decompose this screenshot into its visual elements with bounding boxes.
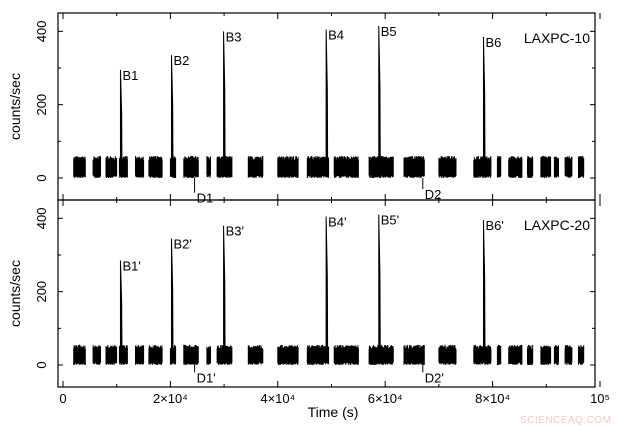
y-axis-label: counts/sec [7, 260, 23, 327]
x-tick-label: 6×10⁴ [368, 391, 403, 406]
dip-label: D2' [425, 370, 444, 385]
burst-peak [119, 260, 123, 351]
plot-frame [57, 199, 596, 388]
burst-label: B2' [173, 237, 191, 252]
burst-peak [170, 55, 174, 164]
y-tick-label: 0 [34, 361, 49, 368]
light-curve-data [73, 156, 585, 178]
detector-label: LAXPC-10 [524, 30, 590, 46]
panel-laxpc-10: 0 200 400 counts/sec B1 B2 B3 B4 B5 B6 D1 D2 LAXPC-1… [7, 12, 601, 206]
burst-peak [482, 220, 486, 351]
y-tick-label: 400 [34, 207, 49, 229]
burst-peak [325, 216, 329, 351]
panel-laxpc-20: 0 200 400 counts/sec B1' B2' B3' B4' B5' B6' D1' D2… [7, 199, 601, 388]
y-tick-label: 0 [34, 174, 49, 181]
x-tick-label: 4×10⁴ [260, 391, 295, 406]
burst-peak [378, 25, 381, 164]
x-tick-label: 8×10⁴ [475, 391, 510, 406]
burst-label: B5' [381, 213, 399, 228]
y-tick-label: 200 [34, 281, 49, 303]
y-axis-label: counts/sec [7, 73, 23, 140]
burst-peak [482, 36, 486, 164]
x-tick-label: 2×10⁴ [153, 391, 188, 406]
burst-peak [170, 238, 174, 351]
burst-label: B6' [485, 218, 503, 233]
burst-peak [223, 31, 226, 164]
burst-label: B1 [122, 68, 138, 83]
dip-label: D1' [197, 370, 216, 385]
y-tick-label: 400 [34, 20, 49, 42]
burst-peak [223, 225, 226, 351]
y-tick-label: 200 [34, 94, 49, 116]
x-axis: 0 2×10⁴ 4×10⁴ 6×10⁴ 8×10⁴ 10⁵ Time (s) [59, 391, 610, 420]
burst-peak [325, 29, 329, 164]
burst-label: B4 [328, 28, 344, 43]
dip-label: D1 [197, 191, 214, 206]
watermark: SCIENCEAQ.COM [520, 415, 612, 426]
detector-label: LAXPC-20 [524, 217, 590, 233]
burst-label: B4' [328, 215, 346, 230]
burst-label: B6 [485, 35, 501, 50]
x-axis-label: Time (s) [308, 404, 359, 420]
light-curve-data [73, 344, 585, 365]
burst-peak [378, 214, 381, 351]
burst-label: B1' [122, 259, 140, 274]
burst-label: B3 [226, 29, 242, 44]
burst-peak [119, 69, 123, 164]
dip-label: D2 [425, 187, 442, 202]
burst-label: B5 [381, 24, 397, 39]
burst-label: B2 [173, 53, 189, 68]
x-tick-label: 10⁵ [590, 391, 610, 406]
x-tick-label: 0 [59, 391, 66, 406]
burst-label: B3' [226, 224, 244, 239]
